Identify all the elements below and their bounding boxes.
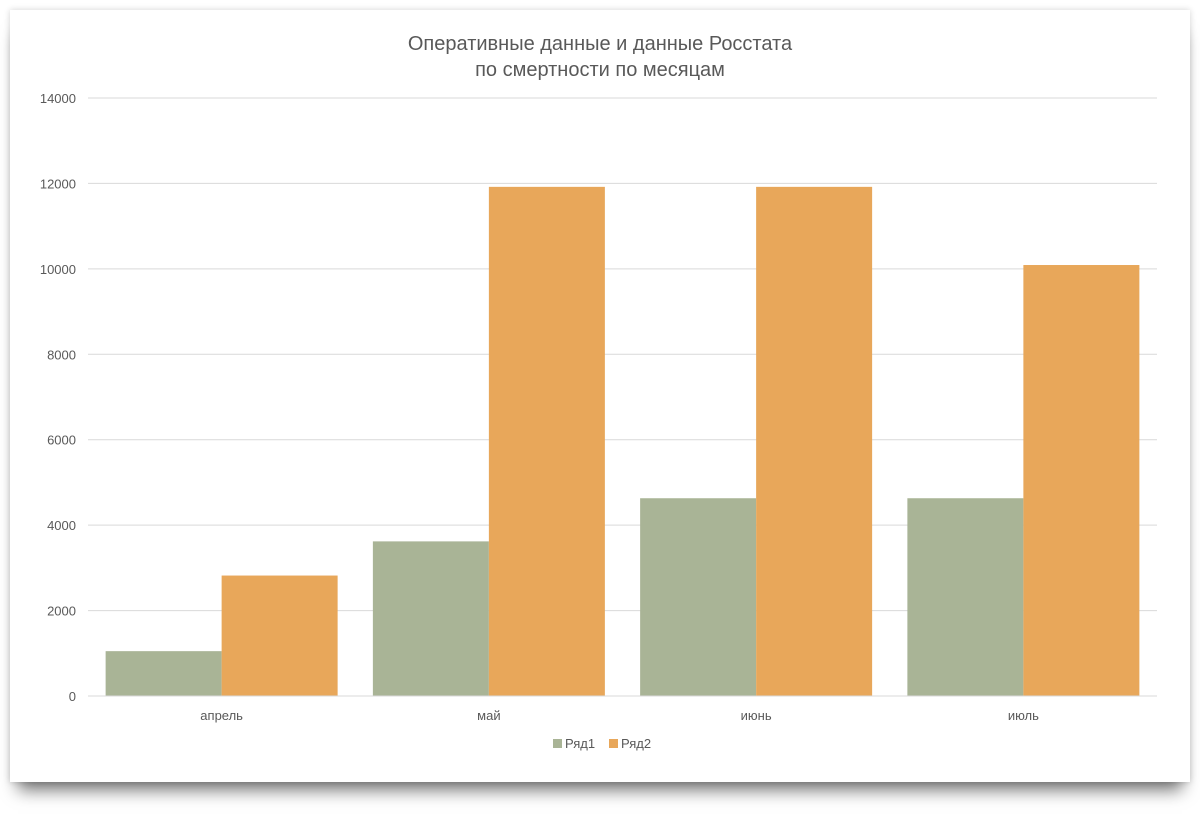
y-tick-label: 8000 <box>47 347 76 362</box>
bar-2-2 <box>488 186 605 697</box>
legend: Ряд1 Ряд2 <box>553 736 651 751</box>
bar-2-3 <box>756 186 873 697</box>
legend-swatch-1 <box>553 739 562 748</box>
x-axis-category-labels: апрель май июнь июль <box>200 708 1039 723</box>
y-tick-label: 14000 <box>40 91 76 106</box>
x-category-label: май <box>477 708 500 723</box>
y-tick-label: 0 <box>69 689 76 704</box>
legend-label-1: Ряд1 <box>565 736 595 751</box>
bar-1-3 <box>640 498 757 696</box>
x-category-label: июль <box>1008 708 1039 723</box>
y-tick-label: 2000 <box>47 604 76 619</box>
bar-2-4 <box>1023 265 1140 696</box>
chart-title-line-2: по смертности по месяцам <box>475 59 725 81</box>
y-tick-label: 6000 <box>47 433 76 448</box>
bars <box>105 186 1140 697</box>
legend-label-2: Ряд2 <box>621 736 651 751</box>
y-axis-tick-labels: 0 2000 4000 6000 8000 10000 12000 14000 <box>40 91 76 704</box>
bar-1-2 <box>372 541 489 696</box>
bar-1-1 <box>105 651 222 696</box>
y-tick-label: 10000 <box>40 262 76 277</box>
bar-2-1 <box>221 575 338 696</box>
chart-title: Оперативные данные и данные Росстата по … <box>408 33 793 81</box>
legend-swatch-2 <box>609 739 618 748</box>
y-tick-label: 12000 <box>40 176 76 191</box>
y-tick-label: 4000 <box>47 518 76 533</box>
x-category-label: июнь <box>741 708 772 723</box>
bar-1-4 <box>907 498 1024 696</box>
chart-title-line-1: Оперативные данные и данные Росстата <box>408 33 793 55</box>
x-category-label: апрель <box>200 708 243 723</box>
